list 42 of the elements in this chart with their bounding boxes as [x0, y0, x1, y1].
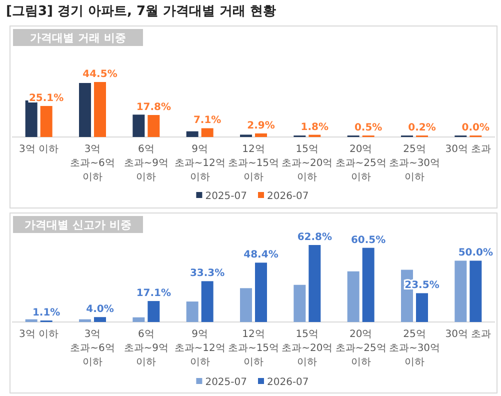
- chart-subtitle: 가격대별 거래 비중: [30, 32, 126, 44]
- x-tick-label: 3억 이하: [19, 329, 59, 340]
- data-label: 1.1%: [32, 308, 60, 318]
- data-label: 33.3%: [190, 268, 225, 280]
- data-label: 62.8%: [297, 232, 332, 243]
- legend-label: 2025-07: [205, 191, 247, 202]
- x-tick-label: 30억 초과: [445, 144, 492, 155]
- x-tick-label: 12억 초과~15억 이하: [228, 144, 280, 183]
- data-label: 4.0%: [86, 304, 114, 316]
- data-label: 25.1%: [28, 92, 64, 104]
- x-tick-label: 3억 초과~6억 이하: [70, 329, 115, 368]
- x-tick-label: 30억 초과: [445, 329, 492, 340]
- legend-label: 2026-07: [267, 191, 309, 202]
- data-label: 44.5%: [82, 69, 118, 80]
- x-tick-label: 15억 초과~20억 이하: [282, 144, 333, 183]
- x-tick-label: 3억 초과~6억 이하: [70, 144, 115, 183]
- data-label: 0.0%: [462, 122, 490, 134]
- x-tick-label: 12억 초과~15억 이하: [228, 329, 280, 368]
- x-tick-label: 25억 초과~30억 이하: [388, 144, 440, 183]
- x-tick-label: 9억 초과~12억 이하: [174, 329, 226, 368]
- x-tick-label: 25억 초과~30억 이하: [388, 329, 440, 368]
- x-tick-label: 9억 초과~12억 이하: [174, 144, 226, 183]
- x-tick-label: 20억 초과~25억 이하: [335, 144, 386, 183]
- data-label: 50.0%: [458, 248, 494, 259]
- data-label: 60.5%: [350, 234, 386, 246]
- data-label: 0.2%: [408, 122, 436, 134]
- x-tick-label: 15억 초과~20억 이하: [282, 329, 333, 368]
- legend-label: 2026-07: [267, 377, 309, 388]
- chart-title: 가격대별 신고가 비중: [24, 218, 132, 232]
- data-label: 0.5%: [354, 122, 382, 134]
- data-label: 2.9%: [247, 120, 275, 132]
- data-label: 7.1%: [193, 115, 222, 126]
- x-tick-label: 20억 초과~25억 이하: [335, 329, 386, 368]
- data-label: 17.8%: [136, 102, 172, 113]
- x-tick-label: 6억 초과~9억 이하: [124, 329, 169, 368]
- legend-label: 2025-07: [205, 377, 247, 388]
- x-tick-label: 3억 이하: [19, 144, 59, 155]
- data-label: 48.4%: [244, 250, 278, 261]
- x-tick-label: 6억 초과~9억 이하: [124, 144, 169, 183]
- data-label: 1.8%: [300, 122, 329, 133]
- chart-title: [그림3] 경기 아파트, 7월 가격대별 거래 현황: [6, 4, 276, 19]
- data-label: 17.1%: [136, 288, 172, 300]
